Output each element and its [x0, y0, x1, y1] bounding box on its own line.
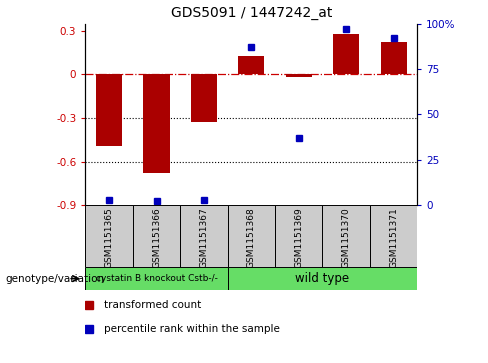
Text: GSM1151371: GSM1151371: [389, 207, 398, 268]
Text: wild type: wild type: [295, 272, 349, 285]
Bar: [333, 34, 359, 74]
Bar: [85, 267, 227, 290]
Bar: [275, 205, 323, 267]
Text: GSM1151365: GSM1151365: [104, 207, 114, 268]
Bar: [143, 74, 169, 173]
Bar: [323, 205, 370, 267]
Bar: [96, 74, 122, 146]
Bar: [227, 267, 417, 290]
Text: GSM1151370: GSM1151370: [342, 207, 351, 268]
Bar: [85, 205, 133, 267]
Bar: [285, 74, 312, 77]
Bar: [227, 205, 275, 267]
Bar: [381, 42, 407, 74]
Bar: [191, 74, 217, 122]
Text: percentile rank within the sample: percentile rank within the sample: [103, 324, 280, 334]
Text: GSM1151366: GSM1151366: [152, 207, 161, 268]
Bar: [133, 205, 180, 267]
Text: genotype/variation: genotype/variation: [5, 274, 104, 284]
Bar: [370, 205, 417, 267]
Bar: [238, 56, 264, 74]
Text: GSM1151369: GSM1151369: [294, 207, 303, 268]
Text: GSM1151367: GSM1151367: [200, 207, 208, 268]
Bar: [180, 205, 227, 267]
Text: GSM1151368: GSM1151368: [247, 207, 256, 268]
Text: transformed count: transformed count: [103, 300, 201, 310]
Text: cystatin B knockout Cstb-/-: cystatin B knockout Cstb-/-: [96, 274, 218, 283]
Title: GDS5091 / 1447242_at: GDS5091 / 1447242_at: [171, 6, 332, 20]
